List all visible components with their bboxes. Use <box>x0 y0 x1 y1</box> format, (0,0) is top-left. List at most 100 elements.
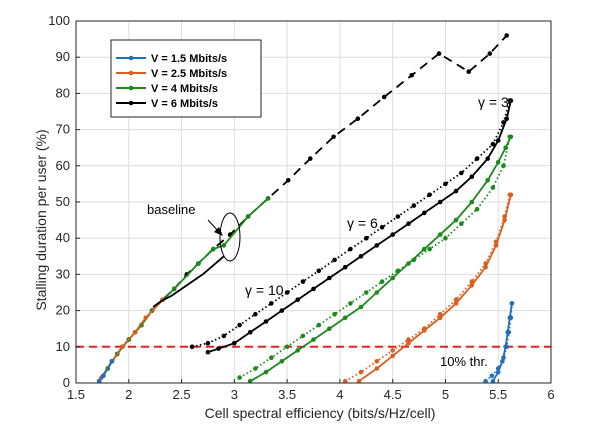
y-tick-label: 100 <box>48 13 70 28</box>
x-tick-label: 2.5 <box>173 387 191 402</box>
legend-box <box>110 39 262 118</box>
data-point <box>406 337 411 342</box>
data-point <box>453 217 459 223</box>
data-point <box>205 349 211 355</box>
data-point <box>285 178 291 183</box>
y-tick-label: 30 <box>56 266 70 281</box>
data-point <box>247 378 253 384</box>
data-point <box>485 156 491 161</box>
data-point <box>263 369 269 375</box>
data-point <box>406 340 411 346</box>
data-point <box>210 246 216 252</box>
data-point <box>504 116 510 121</box>
data-point <box>411 203 417 208</box>
data-point <box>342 264 348 270</box>
y-tick-label: 90 <box>56 49 70 64</box>
data-point <box>237 322 242 328</box>
data-point <box>221 333 227 339</box>
x-tick-label: 2 <box>125 387 132 402</box>
data-point <box>487 51 493 56</box>
data-point <box>422 210 427 216</box>
data-point <box>395 214 401 219</box>
data-point <box>503 145 508 150</box>
data-point <box>390 232 396 237</box>
x-tick-label: 1.5 <box>67 387 85 402</box>
data-point <box>483 378 488 384</box>
y-axis-label: Stalling duration per user (%) <box>33 129 49 310</box>
data-point <box>437 199 443 205</box>
data-point <box>509 301 515 306</box>
data-point <box>490 378 496 384</box>
data-point <box>453 301 459 306</box>
data-point <box>379 225 385 230</box>
legend-marker <box>128 100 134 106</box>
y-tick-label: 80 <box>56 85 70 100</box>
x-axis-label: Cell spectral efficiency (bits/s/Hz/cell… <box>205 405 436 421</box>
y-tick-label: 40 <box>56 230 70 245</box>
data-point <box>295 297 301 303</box>
annotation-gamma3: γ = 3 <box>478 94 509 110</box>
data-point <box>311 337 316 342</box>
data-point <box>332 311 337 317</box>
series-line <box>485 303 513 382</box>
y-tick-label: 50 <box>56 194 70 209</box>
legend-marker <box>128 85 134 91</box>
x-tick-label: 4.5 <box>384 387 402 402</box>
data-point <box>327 275 332 281</box>
data-point <box>503 344 508 350</box>
data-point <box>422 328 427 333</box>
y-tick-label: 0 <box>63 375 70 390</box>
data-point <box>500 359 505 364</box>
data-point <box>427 192 432 198</box>
data-point <box>120 344 125 350</box>
data-point <box>253 311 258 317</box>
data-point <box>474 156 480 161</box>
data-point <box>490 185 496 190</box>
data-point <box>508 134 514 140</box>
series-line <box>239 136 511 379</box>
data-point <box>316 322 322 328</box>
legend-label: V = 6 Mbits/s <box>151 98 218 110</box>
data-point <box>489 373 495 379</box>
data-point <box>331 134 336 140</box>
x-tick-label: 5 <box>442 387 449 402</box>
legend-item: V = 1.5 Mbits/s <box>116 53 227 65</box>
data-point <box>316 268 322 274</box>
y-tick-label: 10 <box>56 339 70 354</box>
baseline-arrowhead <box>214 227 223 236</box>
data-point <box>374 243 380 248</box>
x-tick-label: 3 <box>231 387 238 402</box>
series-line <box>191 100 511 348</box>
data-point <box>374 290 380 295</box>
data-point <box>427 246 432 252</box>
annotation-baseline: baseline <box>147 202 195 217</box>
data-point <box>459 170 464 176</box>
legend: V = 1.5 Mbits/s V = 2.5 Mbits/s V = 4 Mb… <box>110 39 262 118</box>
data-point <box>443 235 448 241</box>
data-point <box>358 304 364 310</box>
data-point <box>490 141 496 147</box>
data-point <box>459 221 464 226</box>
series-line <box>207 100 512 354</box>
data-point <box>284 344 290 350</box>
data-point <box>143 315 148 321</box>
data-point <box>508 98 514 103</box>
legend-item: V = 2.5 Mbits/s <box>116 68 227 80</box>
legend-item: V = 6 Mbits/s <box>116 98 218 110</box>
data-point <box>279 308 285 313</box>
data-point <box>381 94 387 100</box>
data-point <box>355 116 361 121</box>
data-point <box>437 311 443 317</box>
legend-marker <box>128 70 134 76</box>
threshold-label: 10% thr. <box>440 354 488 369</box>
data-point <box>502 217 507 223</box>
data-point <box>279 359 285 364</box>
y-tick-label: 70 <box>56 122 70 137</box>
data-point <box>205 340 211 346</box>
data-point <box>469 283 475 288</box>
data-point <box>474 206 480 212</box>
x-tick-label: 6 <box>547 387 554 402</box>
data-point <box>443 181 448 187</box>
data-point <box>342 378 348 384</box>
